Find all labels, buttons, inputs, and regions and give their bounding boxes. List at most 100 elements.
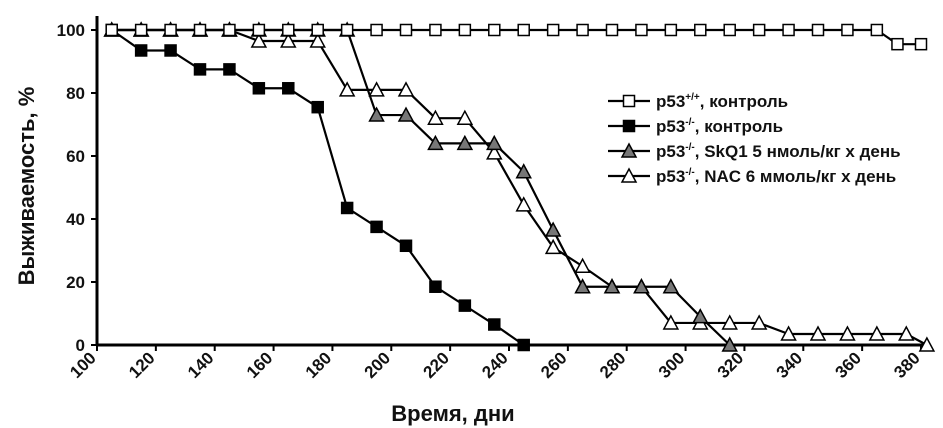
data-point	[635, 23, 648, 37]
legend-entry: p53-/-, NAC 6 ммоль/кг х день	[608, 167, 896, 186]
data-point	[750, 314, 768, 330]
legend-label: p53-/-, NAC 6 ммоль/кг х день	[656, 167, 896, 186]
data-point	[164, 44, 177, 57]
y-axis-title: Выживаемость, %	[14, 87, 39, 286]
data-point	[517, 23, 530, 37]
y-tick-label: 40	[66, 210, 85, 229]
data-point	[664, 23, 678, 37]
data-point	[458, 23, 472, 37]
x-tick-label: 340	[773, 348, 806, 381]
legend: p53+/+, контроль p53-/-, контроль p53-/-, …	[608, 92, 901, 186]
x-axis-title: Время, дни	[391, 401, 514, 426]
data-point	[870, 23, 884, 37]
data-point	[397, 106, 415, 122]
data-point	[134, 23, 148, 37]
data-point	[486, 134, 503, 151]
y-tick-label: 0	[76, 336, 85, 355]
x-tick-label: 280	[596, 348, 629, 381]
data-point	[603, 278, 621, 294]
data-point	[868, 325, 886, 341]
data-point	[427, 109, 444, 125]
data-point	[694, 23, 707, 37]
legend-marker	[622, 119, 636, 133]
data-point	[780, 325, 797, 341]
data-point	[252, 23, 266, 37]
legend-marker	[622, 94, 636, 108]
data-point	[914, 37, 928, 51]
data-point	[280, 32, 297, 48]
y-tick-label: 100	[57, 21, 85, 40]
data-point	[898, 325, 915, 341]
data-point	[397, 81, 415, 97]
series-square-filled	[105, 23, 530, 352]
data-point	[193, 63, 207, 76]
data-point	[721, 336, 738, 352]
data-point	[370, 220, 383, 234]
data-point	[134, 44, 148, 57]
data-point	[811, 23, 825, 37]
legend-label: p53-/-, SkQ1 5 нмоль/кг х день	[656, 142, 901, 161]
x-tick-label: 300	[655, 348, 688, 381]
x-tick-label: 180	[302, 348, 335, 381]
data-point	[544, 238, 562, 255]
data-point	[782, 23, 795, 37]
data-point	[546, 23, 560, 37]
data-point	[918, 336, 936, 352]
data-point	[223, 63, 236, 76]
data-point	[164, 23, 177, 37]
data-point	[544, 221, 562, 237]
x-tick-label: 100	[66, 348, 99, 381]
data-point	[488, 318, 501, 331]
legend-entry: p53-/-, контроль	[608, 117, 783, 136]
data-point	[723, 23, 736, 37]
data-point	[250, 32, 268, 48]
x-tick-label: 140	[184, 348, 217, 381]
data-point	[340, 23, 354, 37]
data-point	[252, 82, 266, 95]
data-point	[427, 134, 444, 151]
data-point	[282, 82, 295, 95]
data-point	[517, 338, 530, 352]
data-point	[368, 81, 385, 97]
data-point	[809, 325, 827, 341]
data-point	[574, 278, 591, 294]
data-point	[456, 109, 474, 125]
data-point	[515, 163, 532, 179]
x-tick-label: 240	[478, 348, 511, 381]
x-tick-label: 120	[125, 348, 158, 381]
legend-marker	[620, 167, 638, 183]
data-point	[399, 23, 413, 37]
data-point	[309, 32, 326, 48]
data-point	[340, 201, 354, 215]
data-point	[223, 23, 236, 37]
data-point	[429, 23, 442, 37]
legend-marker	[620, 142, 638, 158]
data-point	[486, 144, 503, 160]
data-point	[193, 23, 207, 37]
series-line	[111, 28, 928, 346]
data-point	[399, 239, 413, 253]
legend-label: p53+/+, контроль	[656, 92, 788, 111]
x-tick-label: 160	[243, 348, 276, 381]
series-line	[111, 29, 525, 346]
x-tick-label: 360	[831, 348, 864, 381]
data-point	[429, 280, 442, 293]
axes	[95, 16, 925, 347]
legend-entry: p53-/-, SkQ1 5 нмоль/кг х день	[608, 142, 901, 161]
data-point	[662, 278, 680, 294]
x-tick-label: 260	[537, 348, 570, 381]
data-point	[576, 23, 589, 37]
data-point	[311, 100, 324, 114]
data-point	[368, 106, 385, 122]
legend-entry: p53+/+, контроль	[608, 92, 788, 111]
y-tick-label: 60	[66, 147, 85, 166]
data-point	[662, 314, 680, 330]
y-tick-label: 20	[66, 273, 85, 292]
data-point	[338, 81, 356, 97]
data-point	[891, 37, 904, 51]
x-tick-label: 320	[714, 348, 747, 381]
x-tick-label: 200	[361, 348, 394, 381]
data-point	[515, 196, 532, 212]
legend-label: p53-/-, контроль	[656, 117, 783, 136]
